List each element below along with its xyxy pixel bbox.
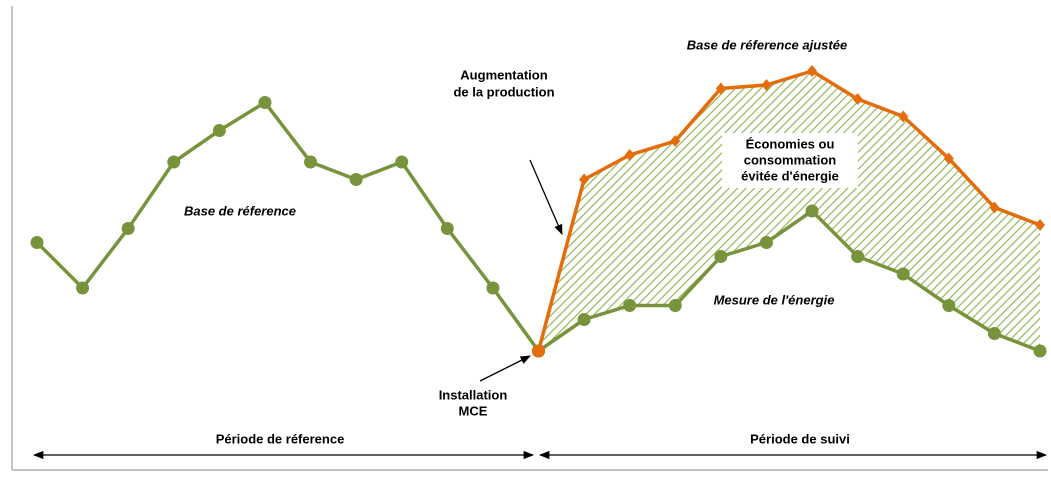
marker bbox=[670, 135, 681, 147]
marker bbox=[577, 313, 591, 326]
marker bbox=[304, 155, 318, 169]
marker bbox=[898, 110, 909, 123]
marker-layer bbox=[30, 65, 1047, 358]
annotation: Économies ou bbox=[746, 136, 835, 151]
marker bbox=[440, 222, 454, 235]
marker bbox=[989, 201, 1000, 214]
marker bbox=[852, 93, 863, 105]
marker bbox=[807, 65, 818, 77]
marker bbox=[715, 82, 726, 95]
line bbox=[537, 208, 1041, 353]
marker bbox=[942, 299, 956, 312]
line bbox=[35, 100, 540, 353]
annotation: de la production bbox=[453, 84, 554, 99]
marker bbox=[76, 281, 90, 295]
savings-box bbox=[722, 133, 858, 188]
annotation: Augmentation bbox=[460, 67, 547, 82]
series-label: Mesure de l'énergie bbox=[714, 292, 835, 307]
marker bbox=[167, 155, 181, 169]
marker bbox=[258, 96, 272, 109]
production-arrow bbox=[529, 159, 563, 235]
period-label: Période de réference bbox=[216, 431, 345, 446]
marker bbox=[486, 281, 500, 295]
marker bbox=[579, 173, 590, 186]
annotation: évitée d'énergie bbox=[741, 168, 839, 183]
marker bbox=[121, 222, 135, 235]
marker bbox=[212, 124, 226, 137]
marker bbox=[714, 250, 728, 263]
marker bbox=[668, 299, 682, 312]
installation-arrow bbox=[479, 355, 531, 382]
marker bbox=[987, 327, 1001, 340]
marker bbox=[624, 149, 635, 161]
marker bbox=[943, 152, 954, 165]
marker bbox=[1035, 219, 1045, 231]
annotation: MCE bbox=[459, 403, 488, 418]
period-label: Période de suivi bbox=[750, 431, 850, 446]
annotation: consommation bbox=[744, 152, 837, 167]
marker bbox=[623, 299, 637, 312]
marker bbox=[805, 204, 819, 218]
line-layer bbox=[35, 69, 1041, 353]
line bbox=[536, 69, 1041, 352]
marker bbox=[349, 173, 363, 186]
annotation: Installation bbox=[439, 387, 508, 402]
marker bbox=[896, 267, 910, 281]
marker bbox=[759, 236, 773, 249]
marker bbox=[1033, 344, 1047, 358]
marker bbox=[851, 250, 865, 263]
marker bbox=[30, 236, 44, 249]
marker bbox=[761, 79, 772, 91]
series-label: Base de réference ajustée bbox=[687, 37, 847, 52]
marker bbox=[395, 155, 409, 169]
series-label: Base de réference bbox=[184, 203, 296, 218]
marker bbox=[532, 344, 545, 358]
